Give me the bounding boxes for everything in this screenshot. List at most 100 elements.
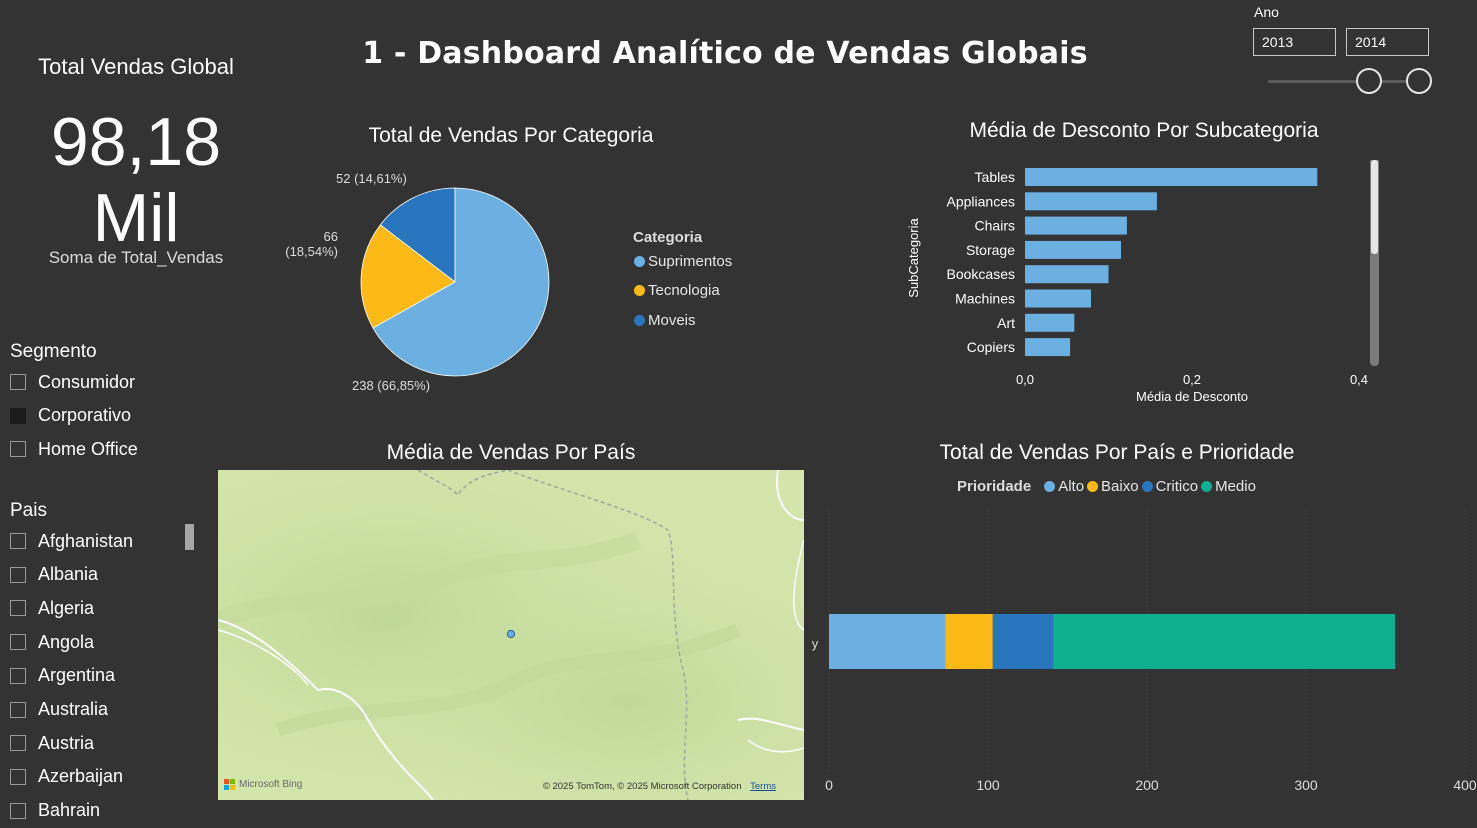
pais-option-label: Azerbaijan xyxy=(38,766,124,787)
pie-slice-tecnologia xyxy=(360,224,456,329)
checkbox-icon[interactable] xyxy=(10,667,26,684)
pais-option-label: Albania xyxy=(38,564,99,585)
kpi-value: 98,18 Mil xyxy=(20,104,252,256)
checkbox-icon[interactable] xyxy=(10,634,26,651)
bing-label: Microsoft Bing xyxy=(239,779,303,790)
microsoft-logo-icon xyxy=(224,779,235,790)
checkbox-icon[interactable] xyxy=(10,802,26,819)
checkbox-icon[interactable] xyxy=(10,441,26,457)
pais-scrollbar[interactable] xyxy=(185,524,194,550)
pais-title: Pais xyxy=(10,500,47,521)
pie-label-tecnologia-pct: (18,54%) xyxy=(285,244,338,259)
segmento-option[interactable]: Consumidor xyxy=(10,369,135,395)
stacked-chart-title: Total de Vendas Por País e Prioridade xyxy=(939,441,1295,464)
pie-chart xyxy=(360,187,550,377)
pais-option-label: Algeria xyxy=(38,597,95,618)
pie-legend-title: Categoria xyxy=(633,229,703,246)
stacked-x-tick: 200 xyxy=(1135,777,1159,793)
kpi-subtitle: Soma de Total_Vendas xyxy=(48,248,224,267)
pie-legend-moveis[interactable]: Moveis xyxy=(634,312,696,329)
bing-brand: Microsoft Bing xyxy=(224,779,302,790)
page-title: 1 - Dashboard Analítico de Vendas Globai… xyxy=(362,36,1088,71)
pais-option[interactable]: Azerbaijan xyxy=(10,764,123,790)
legend-label: Suprimentos xyxy=(648,253,733,270)
sales-map[interactable]: Microsoft Bing © 2025 TomTom, © 2025 Mic… xyxy=(218,470,804,800)
segmento-option[interactable]: Home Office xyxy=(10,436,138,462)
stacked-x-tick: 400 xyxy=(1453,777,1477,793)
legend-baixo[interactable]: Baixo xyxy=(1087,478,1139,495)
discount-bar-copiers xyxy=(1025,338,1071,357)
pais-option[interactable]: Afghanistan xyxy=(10,528,133,554)
checkbox-icon[interactable] xyxy=(10,600,26,617)
pie-slice-suprimentos xyxy=(372,187,550,377)
discount-bar-chart: SubCategoria Tables Appliances Chairs Stora… xyxy=(906,160,1379,404)
stacked-category-label: y xyxy=(812,636,819,651)
discount-x-tick: 0,0 xyxy=(1016,372,1034,387)
checkbox-icon[interactable] xyxy=(10,533,26,549)
pais-option[interactable]: Bahrain xyxy=(10,798,100,824)
kpi-unit: Mil xyxy=(92,180,180,256)
discount-category-label: Tables xyxy=(975,169,1015,185)
legend-critico[interactable]: Critico xyxy=(1141,478,1198,495)
legend-label: Alto xyxy=(1058,478,1085,495)
legend-dot-icon xyxy=(634,256,645,267)
pais-option-label: Bahrain xyxy=(38,800,101,821)
legend-alto[interactable]: Alto xyxy=(1044,478,1084,495)
stacked-legend-title: Prioridade xyxy=(957,478,1032,495)
pie-label-moveis: 52 (14,61%) xyxy=(336,171,407,186)
legend-label: Baixo xyxy=(1101,478,1139,495)
pais-option[interactable]: Austria xyxy=(10,730,94,756)
checkbox-icon[interactable] xyxy=(10,701,26,718)
discount-category-label: Copiers xyxy=(967,339,1015,355)
pais-option-label: Australia xyxy=(38,699,109,719)
stacked-segment-baixo xyxy=(945,614,993,669)
checkbox-icon[interactable] xyxy=(10,407,26,424)
stacked-x-tick: 0 xyxy=(825,777,833,793)
discount-bar-bookcases xyxy=(1025,265,1109,284)
map-title: Média de Vendas Por País xyxy=(386,441,636,464)
discount-scroll-thumb xyxy=(1371,160,1378,254)
map-point xyxy=(506,629,516,639)
pais-option[interactable]: Angola xyxy=(10,629,94,655)
discount-x-tick: 0,2 xyxy=(1183,372,1201,387)
pais-option[interactable]: Australia xyxy=(10,697,108,723)
discount-category-label: Storage xyxy=(966,242,1015,258)
discount-category-label: Appliances xyxy=(947,193,1016,209)
discount-category-label: Bookcases xyxy=(947,266,1015,282)
ano-end-input[interactable]: 2014 xyxy=(1346,28,1429,56)
discount-chart-title: Média de Desconto Por Subcategoria xyxy=(969,119,1319,142)
pie-label-tecnologia-value: 66 xyxy=(323,229,338,244)
stacked-segment-medio xyxy=(1053,614,1396,669)
checkbox-icon[interactable] xyxy=(10,768,26,785)
stacked-x-tick: 300 xyxy=(1294,777,1318,793)
pais-option[interactable]: Algeria xyxy=(10,595,94,621)
legend-label: Moveis xyxy=(648,312,696,329)
discount-category-label: Machines xyxy=(955,291,1015,307)
discount-ylabel: SubCategoria xyxy=(906,217,921,297)
kpi-title: Total Vendas Global xyxy=(38,54,234,79)
discount-x-tick: 0,4 xyxy=(1350,372,1368,387)
stacked-bar-chart: 0 100 200 300 400 y xyxy=(812,510,1477,793)
legend-dot-icon xyxy=(634,285,645,296)
pais-option-label: Argentina xyxy=(38,665,116,686)
map-terms-link[interactable]: Terms xyxy=(750,781,776,792)
legend-medio[interactable]: Medio xyxy=(1201,478,1256,495)
segmento-option[interactable]: Corporativo xyxy=(10,403,131,429)
ano-range-end-handle[interactable] xyxy=(1406,68,1432,94)
checkbox-icon[interactable] xyxy=(10,566,26,583)
discount-bar-appliances xyxy=(1025,192,1157,211)
ano-start-input[interactable]: 2013 xyxy=(1253,28,1336,56)
pie-legend-tecnologia[interactable]: Tecnologia xyxy=(634,282,720,299)
map-terrain xyxy=(218,470,804,800)
legend-dot-icon xyxy=(1141,481,1153,492)
discount-category-label: Art xyxy=(997,315,1015,331)
pais-option[interactable]: Albania xyxy=(10,562,98,588)
checkbox-icon[interactable] xyxy=(10,374,26,390)
checkbox-icon[interactable] xyxy=(10,735,26,752)
pie-legend-suprimentos[interactable]: Suprimentos xyxy=(634,253,732,270)
pais-option[interactable]: Argentina xyxy=(10,663,115,689)
ano-range-start-handle[interactable] xyxy=(1356,68,1382,94)
discount-bar-art xyxy=(1025,313,1075,332)
stacked-legend: Prioridade Alto Baixo Critico Medio xyxy=(957,478,1256,495)
pie-slice-moveis xyxy=(379,187,456,283)
